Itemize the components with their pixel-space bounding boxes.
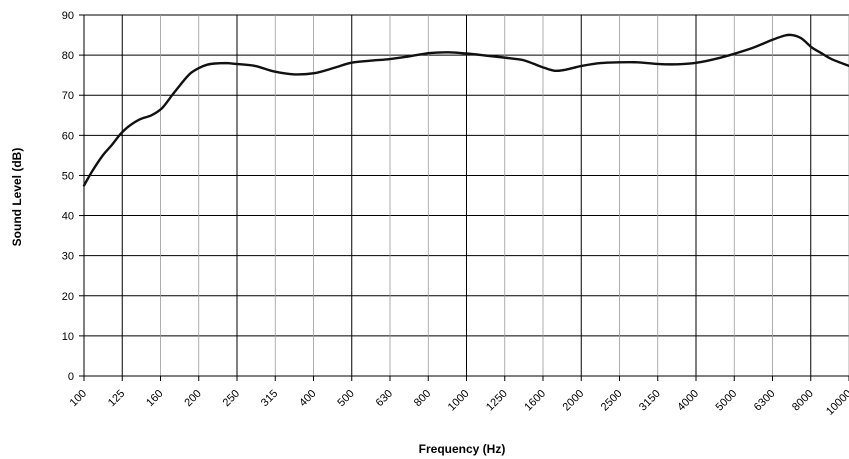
x-tick-label: 1000 — [446, 388, 472, 414]
x-tick-label: 100 — [68, 388, 89, 409]
x-tick-label: 200 — [182, 388, 203, 409]
x-tick-labels: 100 125 160 200 250 315 400 500 630 800 1000 1250 16… — [68, 388, 849, 418]
y-tick-label: 0 — [68, 371, 74, 383]
x-tick-label: 10000 — [824, 388, 849, 418]
y-tick-label: 30 — [62, 251, 74, 263]
x-tick-label: 1250 — [484, 388, 510, 414]
x-tick-label: 6300 — [752, 388, 778, 414]
x-tick-label: 125 — [106, 388, 127, 409]
x-tick-label: 3150 — [637, 388, 663, 414]
y-tick-label: 10 — [62, 331, 74, 343]
y-tick-label: 40 — [62, 211, 74, 223]
x-tick-label: 5000 — [714, 388, 740, 414]
x-tick-label: 2500 — [599, 388, 625, 414]
x-tick-label: 8000 — [790, 388, 816, 414]
x-tick-label: 250 — [221, 388, 242, 409]
y-tick-labels: 0 10 20 30 40 50 60 70 80 90 — [62, 10, 74, 383]
y-tick-label: 50 — [62, 170, 74, 182]
x-tick-label: 4000 — [675, 388, 701, 414]
y-tick-label: 70 — [62, 90, 74, 102]
x-tick-label: 400 — [297, 388, 318, 409]
x-tick-label: 500 — [335, 388, 356, 409]
series-line — [82, 33, 849, 187]
series-group — [82, 33, 849, 187]
x-tick-label: 2000 — [561, 388, 587, 414]
x-tick-label: 630 — [374, 388, 395, 409]
x-tick-label: 1600 — [522, 388, 548, 414]
x-tick-label: 160 — [144, 388, 165, 409]
y-tick-label: 60 — [62, 130, 74, 142]
grid-lines — [79, 14, 849, 381]
y-tick-label: 80 — [62, 50, 74, 62]
x-tick-label: 315 — [259, 388, 280, 409]
y-axis-title: Sound Level (dB) — [10, 148, 24, 247]
y-tick-label: 20 — [62, 291, 74, 303]
x-tick-label: 800 — [412, 388, 433, 409]
y-tick-label: 90 — [62, 10, 74, 22]
x-axis-title: Frequency (Hz) — [419, 442, 506, 456]
